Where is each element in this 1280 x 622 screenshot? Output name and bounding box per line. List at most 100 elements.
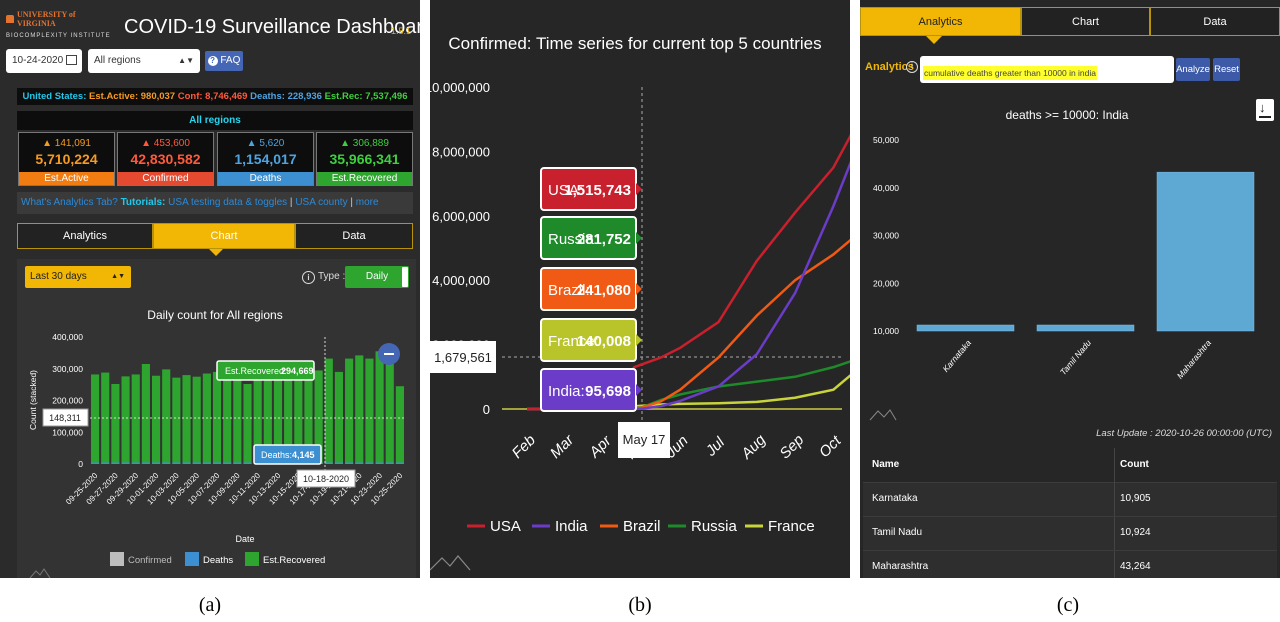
hover-x-label: May 17 — [623, 432, 666, 447]
info-icon[interactable]: i — [906, 61, 918, 73]
bar — [233, 375, 242, 464]
question-icon: ? — [207, 56, 218, 66]
bar-deaths — [212, 462, 222, 464]
legend-label: France — [768, 518, 815, 535]
faq-button[interactable]: ? FAQ — [205, 51, 243, 71]
bar — [916, 324, 1015, 332]
tooltip-pointer — [636, 283, 642, 295]
y-tick-label: 100,000 — [52, 427, 83, 437]
tooltip-recovered-box — [216, 360, 315, 381]
version-label: 1.5.1 — [391, 26, 412, 36]
bar-deaths — [395, 462, 404, 464]
calendar-icon — [66, 55, 77, 65]
bar-deaths — [121, 462, 130, 464]
tooltip-pointer — [636, 334, 642, 346]
bar — [121, 376, 130, 464]
bar-deaths — [355, 462, 364, 464]
y-tick-label: 50,000 — [873, 135, 899, 145]
bar — [101, 372, 110, 464]
x-tick-label: Jul — [702, 434, 729, 461]
bar — [111, 383, 120, 464]
tab-data[interactable]: Data — [1150, 7, 1280, 36]
y-tick-label: 400,000 — [52, 332, 83, 342]
hover-y-label: 1,679,561 — [434, 350, 492, 365]
arrow-up-icon: ▲ — [42, 138, 52, 149]
y-tick-label: 20,000 — [873, 278, 899, 288]
tooltip-recovered-label: Est.Recovered: — [225, 366, 287, 376]
tab-chart[interactable]: Chart — [153, 223, 295, 249]
legend-label: Deaths — [203, 555, 233, 566]
daily-count-chart: Daily count for All regions 0 100,000 200,0… — [28, 308, 405, 578]
tooltip-value: 140,008 — [577, 333, 631, 350]
bar-deaths — [162, 462, 171, 464]
bar — [375, 351, 384, 464]
hover-x-label: 10-18-2020 — [303, 474, 349, 484]
tooltip-deaths-label: Deaths: — [261, 450, 292, 460]
legend-label: India — [555, 518, 588, 535]
table-header-row: Name Count — [863, 448, 1277, 578]
region-select[interactable]: All regions ▲▼ — [88, 49, 200, 73]
y-tick-label: 30,000 — [873, 231, 899, 241]
panel-a-dashboard: UNIVERSITY of VIRGINIA BIOCOMPLEXITY INS… — [0, 0, 420, 578]
x-tick-label: Apr — [585, 432, 615, 462]
bar-deaths — [243, 462, 252, 464]
tab-data[interactable]: Data — [295, 223, 413, 249]
download-icon: ↓ — [1259, 100, 1266, 115]
chart-title: Daily count for All regions — [147, 308, 282, 322]
select-arrows-icon: ▲▼ — [111, 273, 125, 280]
table-row[interactable]: Karnataka 10,905 — [863, 482, 1277, 517]
tab-chart[interactable]: Chart — [1021, 7, 1150, 36]
bar-deaths — [111, 462, 120, 464]
bar — [273, 370, 283, 464]
hover-x-box — [618, 422, 670, 458]
legend-label: Confirmed — [128, 555, 172, 566]
bar — [162, 369, 171, 464]
reset-button[interactable]: Reset — [1213, 58, 1240, 81]
analyze-button[interactable]: Analyze — [1176, 58, 1210, 81]
bar-deaths — [345, 462, 354, 464]
tooltip-recovered-value: 294,669 — [281, 366, 314, 376]
info-icon[interactable]: i — [302, 271, 315, 284]
tab-analytics[interactable]: Analytics — [860, 7, 1021, 36]
bar — [141, 363, 150, 464]
date-range-select[interactable]: Last 30 days ▲▼ — [25, 266, 131, 288]
daily-toggle[interactable]: Daily — [345, 266, 409, 288]
tooltip-pointer — [636, 183, 642, 195]
analytics-help-link[interactable]: What's Analytics Tab? — [21, 197, 118, 208]
table-row[interactable]: Tamil Nadu 10,924 — [863, 516, 1277, 551]
y-tick-label: 0 — [483, 402, 490, 417]
bar — [294, 374, 303, 464]
legend-label: Est.Recovered — [263, 555, 325, 566]
y-tick-label: 200,000 — [52, 396, 83, 406]
bar — [243, 383, 252, 464]
bar-deaths — [233, 462, 242, 464]
more-link[interactable]: more — [355, 197, 379, 208]
legend-swatch — [185, 552, 199, 566]
rotunda-icon — [6, 15, 14, 23]
watermark-icon — [29, 568, 51, 578]
bar-deaths — [324, 462, 333, 464]
date-picker[interactable]: 10-24-2020 — [6, 49, 82, 73]
x-tick-label: Sep — [776, 431, 807, 462]
caption-a: (a) — [198, 594, 222, 616]
x-tick-label: Maharashtra — [1175, 338, 1214, 381]
bar — [324, 358, 333, 464]
confirmed-timeseries-chart: Confirmed: Time series for current top 5… — [430, 34, 850, 571]
usa-county-link[interactable]: USA county — [295, 197, 348, 208]
download-button[interactable]: ↓ — [1256, 99, 1274, 121]
panel-b-timeseries: Confirmed: Time series for current top 5… — [430, 0, 850, 578]
tooltip-deaths-box — [253, 444, 322, 465]
table-row[interactable]: Maharashtra 43,264 — [863, 550, 1277, 578]
bar — [284, 371, 293, 464]
bar — [314, 370, 323, 464]
x-axis-label: Date — [235, 534, 254, 544]
minus-icon-bar — [384, 353, 394, 355]
stat-confirmed: ▲ 453,600 42,830,582 Confirmed — [117, 132, 214, 186]
x-tick-label: Mar — [547, 431, 578, 462]
toggle-knob — [402, 267, 408, 287]
usa-testing-link[interactable]: USA testing data & toggles — [168, 197, 288, 208]
bar-deaths — [223, 462, 232, 464]
tab-analytics[interactable]: Analytics — [17, 223, 153, 249]
x-tick-label: Tamil Nadu — [1058, 338, 1093, 377]
analytics-query-input[interactable]: cumulative deaths greater than 10000 in … — [920, 56, 1174, 83]
